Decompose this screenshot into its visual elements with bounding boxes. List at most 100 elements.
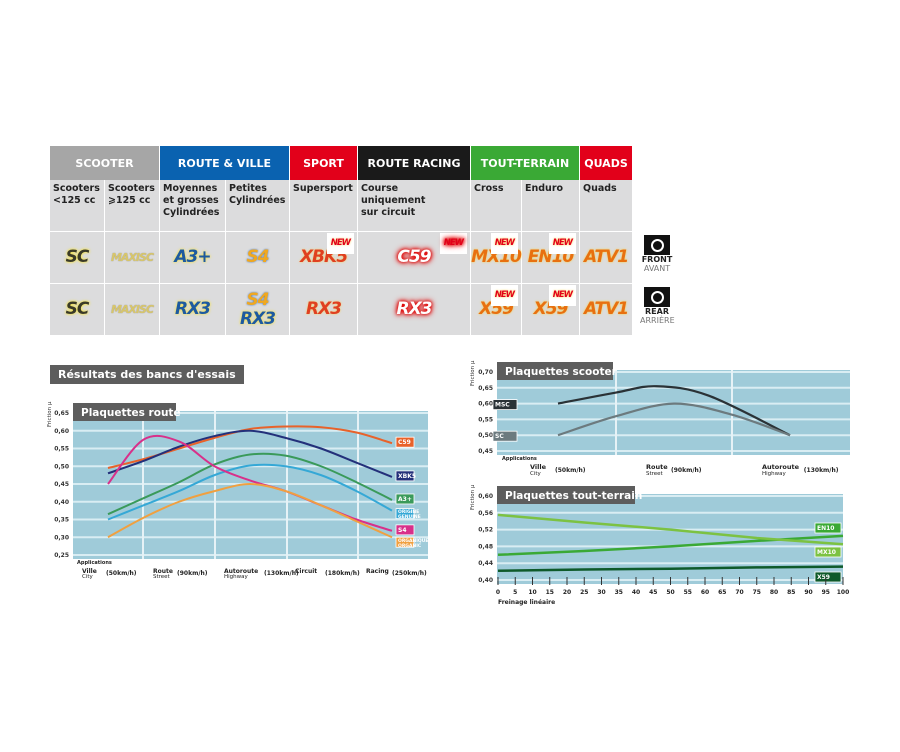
legend-label: C59 <box>398 439 411 446</box>
y-tick-label: 0,65 <box>54 410 69 417</box>
pad-name: ATV1 <box>583 247 629 267</box>
x-category-speed: (90km/h) <box>177 570 208 577</box>
rear-pad-logo: X59 NEW <box>522 284 580 336</box>
x-tick-label: 75 <box>753 589 761 596</box>
rear-pad-logo: SC <box>50 284 105 336</box>
legend-label: MSC <box>495 402 510 409</box>
y-tick-label: 0,50 <box>54 463 69 470</box>
x-tick-label: 80 <box>770 589 778 596</box>
application-desc: Scooters ⩾125 cc <box>105 180 160 232</box>
legend-box <box>492 399 518 410</box>
application-desc: Scooters <125 cc <box>50 180 105 232</box>
pad-name: A3+ <box>174 247 211 267</box>
pad-name: SC <box>139 303 154 316</box>
y-tick-label: 0,60 <box>478 401 493 408</box>
x-tick-label: 30 <box>597 589 605 596</box>
x-tick-label: 10 <box>528 589 536 596</box>
x-category-speed: (130km/h) <box>264 570 299 577</box>
x-category: Route <box>153 568 173 575</box>
chart-title: Plaquettes tout-terrain <box>505 490 642 502</box>
x-tick-label: 95 <box>822 589 830 596</box>
legend-label: EN10 <box>817 525 834 532</box>
chart-title-box <box>497 486 635 504</box>
legend-label: ORIGINE <box>398 509 419 515</box>
front-pad-logo: SC <box>50 232 105 284</box>
x-axis-label: Applications <box>77 560 112 566</box>
pad-name: MAXI <box>110 251 140 264</box>
x-tick-label: 100 <box>837 589 850 596</box>
legend-label: SC <box>495 433 504 440</box>
application-desc: Enduro <box>522 180 580 232</box>
rear-pad-logo: S4 RX3 <box>226 284 290 336</box>
legend-label: ORGANIQUE <box>398 538 428 544</box>
legend-box <box>395 493 415 505</box>
x-axis-label: Freinage linéaire <box>498 599 555 606</box>
x-tick-label: 55 <box>684 589 692 596</box>
y-tick-label: 0,60 <box>54 428 69 435</box>
front-pad-logo: C59 NEW <box>358 232 471 284</box>
application-desc: Quads <box>580 180 633 232</box>
series-line-mx10 <box>497 513 844 546</box>
legend-label: S4 <box>398 527 407 534</box>
x-category-sub: City <box>530 471 542 477</box>
new-badge: NEW <box>326 233 354 254</box>
application-desc: Supersport <box>290 180 358 232</box>
legend-box <box>395 536 415 548</box>
new-badge: NEW <box>439 233 467 254</box>
legend-box <box>814 571 842 583</box>
legend-label: GENUINE <box>398 514 421 520</box>
legend-label: MX10 <box>817 549 836 556</box>
series-line-origine-genuine <box>107 463 393 521</box>
front-label: FRONT <box>641 255 673 264</box>
x-category: Autoroute <box>762 463 800 471</box>
application-desc: Moyennes et grosses Cylindrées <box>160 180 226 232</box>
legend-box <box>814 546 842 558</box>
y-tick-label: 0,44 <box>478 560 493 567</box>
rear-indicator: REAR ARRIÈRE <box>640 287 675 325</box>
x-category-speed: (50km/h) <box>106 570 137 577</box>
rear-wheel-icon <box>644 287 670 307</box>
legend-box <box>395 508 415 520</box>
pad-name: RX3 <box>305 299 342 319</box>
x-tick-label: 50 <box>666 589 674 596</box>
legend-label: A3+ <box>398 496 412 503</box>
x-category-sub: City <box>82 574 94 580</box>
category-header: SCOOTER <box>50 146 160 180</box>
x-tick-label: 40 <box>632 589 640 596</box>
road-pads-chart: 0,25 0,30 0,35 0,40 0,45 0,50 0,55 0,60 0,65Fric… <box>47 401 428 580</box>
y-tick-label: 0,45 <box>54 481 69 488</box>
x-tick-label: 70 <box>735 589 743 596</box>
pad-name: RX3 <box>239 308 276 329</box>
x-tick-label: 35 <box>615 589 623 596</box>
chart-title-box <box>73 403 176 421</box>
pad-name: ATV1 <box>583 299 629 319</box>
rear-pad-logo: RX3 <box>160 284 226 336</box>
y-tick-label: 0,56 <box>478 510 493 517</box>
pad-name: C59 <box>397 247 431 267</box>
x-category-speed: (90km/h) <box>671 467 702 474</box>
front-indicator: FRONT AVANT <box>640 235 674 273</box>
front-pad-logo: A3+ <box>160 232 226 284</box>
x-category: Circuit <box>295 568 317 575</box>
series-line-a3- <box>107 452 393 516</box>
rear-pad-logo: RX3 <box>358 284 471 336</box>
x-category-sub: Street <box>153 574 171 580</box>
y-axis-label: Friction µ <box>470 485 476 510</box>
application-desc: Course uniquement sur circuit <box>358 180 471 232</box>
legend-label: ORGANIC <box>398 543 422 549</box>
rear-pad-logo: MAXI SC <box>105 284 160 336</box>
x-category-sub: Street <box>646 471 664 477</box>
x-tick-label: 5 <box>513 589 517 596</box>
y-tick-label: 0,40 <box>54 499 69 506</box>
application-desc: Cross <box>471 180 522 232</box>
legend-box <box>492 430 518 442</box>
x-tick-label: 15 <box>546 589 554 596</box>
rear-label: REAR <box>645 307 669 316</box>
y-axis-label: Friction µ <box>470 360 476 386</box>
y-tick-label: 0,40 <box>478 577 493 584</box>
x-tick-label: 85 <box>787 589 795 596</box>
chart-title: Plaquettes route <box>81 407 181 419</box>
y-tick-label: 0,48 <box>478 543 493 550</box>
series-line-sc <box>557 402 791 437</box>
